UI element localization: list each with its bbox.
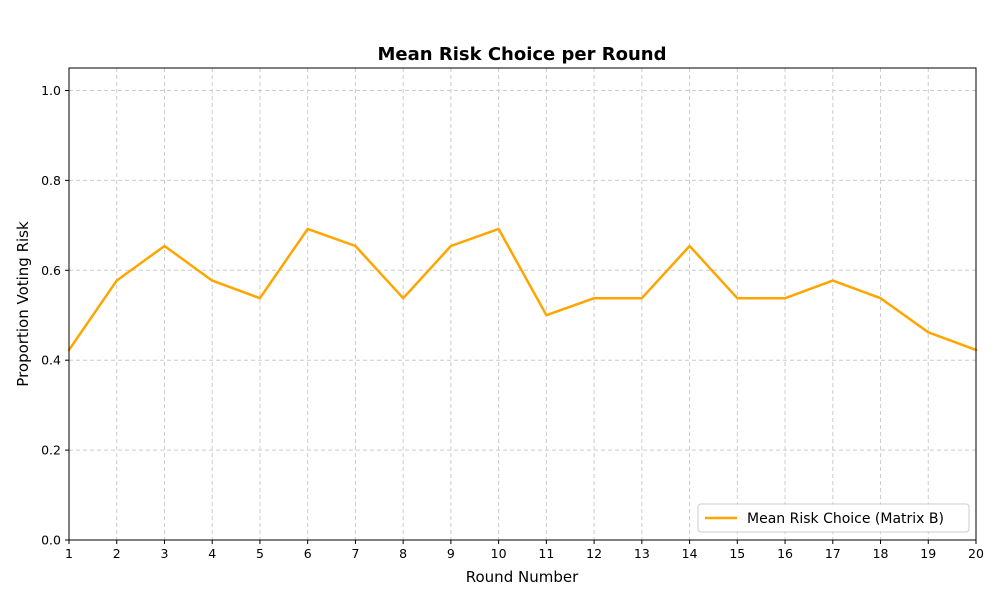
x-axis-ticks: 1 2 3 4 5 6 7 8 9 10 11 12 13 14 15 16 17 18 19 20 [65, 540, 984, 561]
y-axis-ticks: 0.0 0.2 0.4 0.6 0.8 1.0 [41, 83, 69, 548]
y-tick-label: 0.2 [41, 443, 61, 458]
series-layer [67, 227, 978, 352]
y-tick-label: 0.6 [41, 263, 61, 278]
x-tick-label: 14 [682, 546, 698, 561]
x-tick-label: 4 [208, 546, 216, 561]
grid-lines [68, 68, 977, 541]
x-tick-label: 8 [399, 546, 407, 561]
x-tick-label: 1 [65, 546, 73, 561]
x-tick-label: 17 [825, 546, 841, 561]
y-axis-label: Proportion Voting Risk [14, 221, 32, 387]
legend: Mean Risk Choice (Matrix B) [697, 503, 970, 533]
x-tick-label: 6 [304, 546, 312, 561]
x-tick-label: 12 [586, 546, 602, 561]
x-axis-label: Round Number [466, 568, 579, 586]
legend-label: Mean Risk Choice (Matrix B) [747, 511, 944, 527]
y-tick-label: 0.8 [41, 173, 61, 188]
legend-box [697, 503, 970, 533]
x-tick-label: 20 [968, 546, 984, 561]
x-tick-label: 9 [447, 546, 455, 561]
x-tick-label: 18 [873, 546, 889, 561]
plot-frame [68, 67, 977, 541]
series-line [67, 227, 978, 352]
y-tick-label: 1.0 [41, 83, 61, 98]
x-tick-label: 7 [351, 546, 359, 561]
x-tick-label: 16 [777, 546, 793, 561]
x-tick-label: 10 [491, 546, 507, 561]
chart-title: Mean Risk Choice per Round [377, 44, 666, 65]
y-tick-label: 0.4 [41, 353, 61, 368]
x-tick-label: 11 [538, 546, 554, 561]
x-tick-label: 2 [113, 546, 121, 561]
x-tick-label: 19 [920, 546, 936, 561]
y-tick-label: 0.0 [41, 533, 61, 548]
x-tick-label: 3 [160, 546, 168, 561]
x-tick-label: 5 [256, 546, 264, 561]
x-tick-label: 13 [634, 546, 650, 561]
x-tick-label: 15 [729, 546, 745, 561]
